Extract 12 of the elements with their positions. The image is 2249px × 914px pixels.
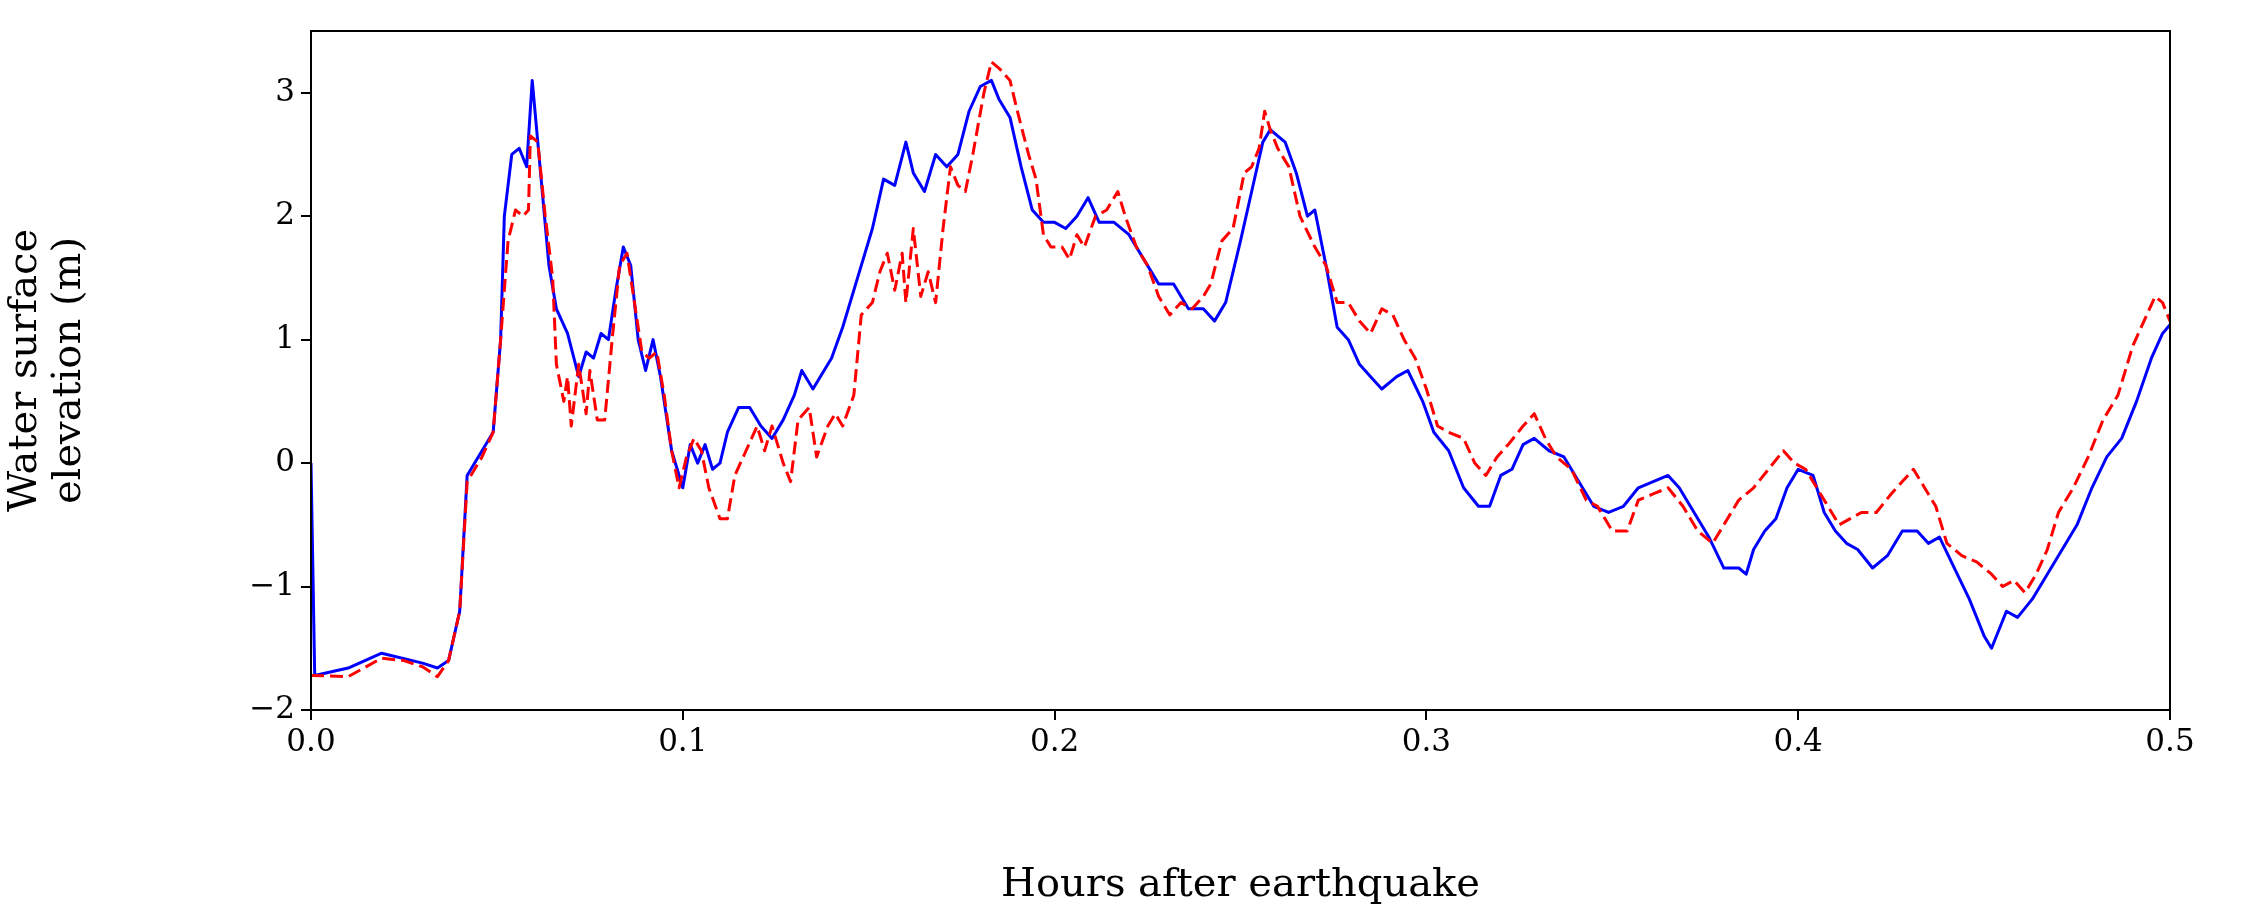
y-tick-label: 2 <box>275 195 295 232</box>
x-tick-label: 0.2 <box>1029 721 1080 758</box>
y-axis-title: Water surface elevation (m) <box>0 228 90 513</box>
y-tick-label: −1 <box>249 565 295 602</box>
y-tick-label: 1 <box>275 318 295 355</box>
x-axis-title: Hours after earthquake <box>1001 859 1480 906</box>
y-tick-label: 3 <box>275 71 295 108</box>
y-tick-label: 0 <box>275 442 295 479</box>
x-tick-label: 0.5 <box>2145 721 2195 758</box>
x-tick-label: 0.1 <box>658 721 708 758</box>
x-tick-label: 0.3 <box>1401 721 1452 758</box>
x-tick-label: 0.4 <box>1773 721 1823 758</box>
